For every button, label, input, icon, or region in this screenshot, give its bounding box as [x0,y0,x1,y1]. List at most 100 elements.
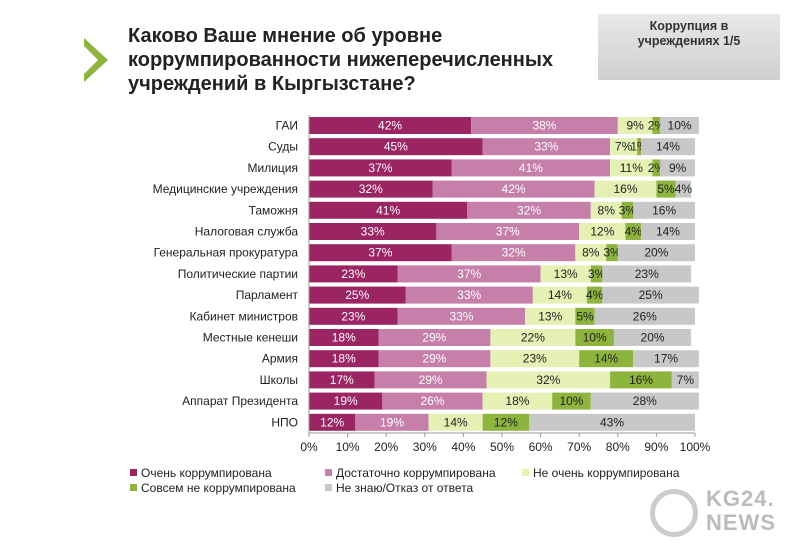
category-label: Аппарат Президента [182,394,298,408]
data-label: 32% [517,203,541,217]
bar-segment [575,244,607,262]
data-label: 29% [422,352,446,366]
bar-segment [660,159,695,177]
bar-segment [436,223,580,240]
data-label: 12% [494,415,518,429]
data-label: 25% [345,288,369,302]
data-label: 23% [635,267,659,281]
legend-swatch [325,484,332,491]
bar-segment [652,117,661,134]
bar-segment [397,265,541,283]
data-label: 37% [368,161,392,175]
legend-swatch [325,469,332,476]
bar-segment [617,244,695,262]
data-label: 23% [341,309,365,323]
bar-segment [529,413,695,431]
data-label: 14% [656,225,680,239]
data-label: 23% [341,267,365,281]
bar-segment [355,413,429,431]
bar-segment [397,307,526,325]
data-label: 33% [534,140,558,154]
x-tick-label: 50% [490,440,514,454]
legend-label: Не очень коррумпирована [533,466,680,480]
data-label: 4% [586,288,604,302]
data-label: 18% [332,352,356,366]
data-label: 9% [626,119,644,133]
category-label: Медицинские учреждения [153,182,298,196]
data-label: 26% [633,309,657,323]
data-label: 10% [583,331,607,345]
bar-segment [656,180,676,198]
bar-segment [621,201,634,219]
bar-segment [309,392,383,410]
bar-segment [625,223,641,240]
data-label: 33% [449,309,473,323]
bar-segment [637,138,641,156]
bar-segment [451,244,576,262]
bar-segment [660,117,699,134]
data-label: 17% [330,373,354,387]
bar-segment [467,201,591,219]
bar-segment [671,371,699,389]
bar-segment [471,117,618,134]
legend-item: Не знаю/Отказ от ответа [325,481,473,495]
bar-segment [633,350,699,368]
data-label: 17% [654,352,678,366]
data-label: 10% [668,119,692,133]
bar-segment [540,265,591,283]
legend-label: Очень коррумпирована [141,466,272,480]
category-label: Налоговая служба [195,225,299,239]
legend-label: Не знаю/Отказ от ответа [336,481,474,495]
data-label: 29% [422,331,446,345]
data-label: 32% [359,182,383,196]
data-label: 14% [656,140,680,154]
data-label: 8% [582,246,600,260]
data-label: 3% [619,203,637,217]
bar-segment [532,286,587,304]
x-tick-label: 40% [451,440,475,454]
data-label: 42% [378,119,402,133]
bar-segment [309,265,398,283]
bar-segment [575,329,614,346]
data-label: 5% [576,309,594,323]
data-label: 13% [538,309,562,323]
data-label: 19% [334,394,358,408]
bar-segment [633,201,695,219]
data-label: 26% [421,394,445,408]
logo-icon [650,489,698,537]
data-label: 3% [588,267,606,281]
category-label: Парламент [236,288,299,302]
data-label: 32% [502,246,526,260]
x-tick-label: 100% [680,440,711,454]
data-label: 16% [652,203,676,217]
bar-segment [432,180,595,198]
bar-segment [602,286,699,304]
data-label: 10% [559,394,583,408]
bar-segment [590,265,603,283]
bar-segment [309,329,379,346]
x-tick-label: 60% [529,440,553,454]
legend-swatch [130,469,137,476]
bar-segment [525,307,576,325]
bar-segment [382,392,483,410]
arrow-decoration [84,38,108,82]
x-tick-label: 0% [300,440,318,454]
data-label: 14% [594,352,618,366]
bar-segment [309,307,398,325]
bar-segment [309,244,452,262]
bar-segment [610,138,638,156]
category-label: Школы [260,373,298,387]
bar-segment [613,329,692,346]
category-label: Кабинет министров [190,309,298,323]
legend-item: Достаточно коррумпирована [325,466,496,480]
bar-segment [640,138,695,156]
data-label: 32% [536,373,560,387]
bar-segment [374,371,487,389]
bar-segment [309,201,468,219]
legend-label: Достаточно коррумпирована [336,466,496,480]
bar-segment [482,413,530,431]
category-label: НПО [271,415,298,429]
data-label: 22% [521,331,545,345]
data-label: 41% [519,161,543,175]
bar-segment [586,286,603,304]
